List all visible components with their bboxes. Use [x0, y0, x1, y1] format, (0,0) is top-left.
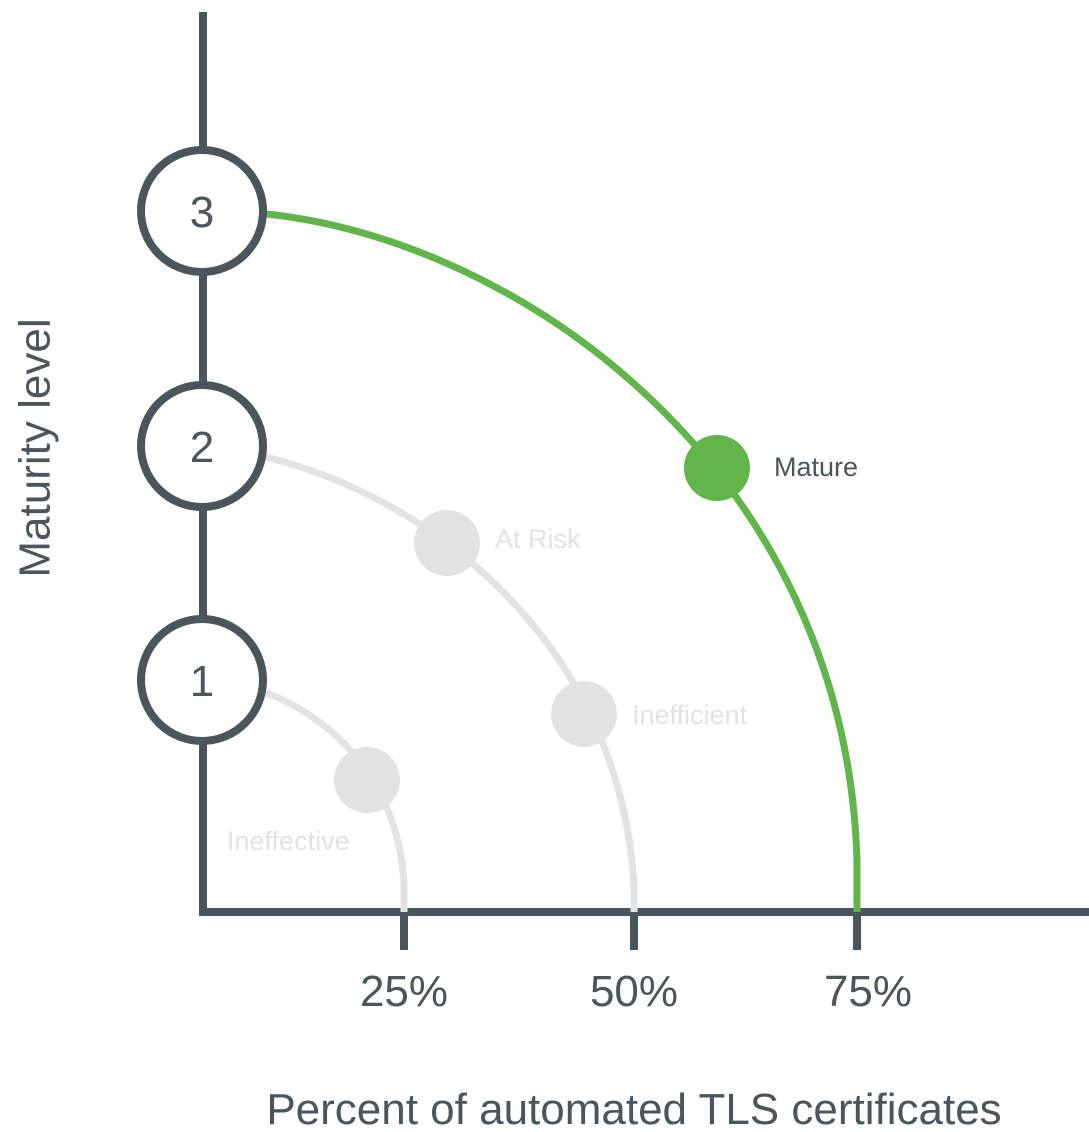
x-tick-label-50: 50%	[590, 967, 678, 1016]
x-tick-label-25: 25%	[360, 967, 448, 1016]
arc-level-2	[265, 453, 638, 912]
level-label-1: 1	[190, 657, 214, 706]
level-node-1	[137, 615, 267, 745]
level-label-2: 2	[190, 423, 214, 472]
level-label-3: 3	[190, 188, 214, 237]
arc-level-3	[265, 210, 861, 912]
stage-marker-mature	[684, 435, 750, 501]
stage-label-ineffective: Ineffective	[227, 826, 350, 856]
level-node-3	[137, 146, 267, 276]
stage-marker-ineffective	[334, 747, 400, 813]
stage-marker-at-risk	[414, 510, 480, 576]
stage-marker-inefficient	[551, 681, 617, 747]
stage-label-mature: Mature	[774, 452, 858, 482]
y-axis-title: Maturity level	[11, 318, 60, 577]
x-axis-title: Percent of automated TLS certificates	[266, 1085, 1001, 1132]
x-tick-label-75: 75%	[824, 967, 912, 1016]
stage-label-inefficient: Inefficient	[632, 700, 748, 730]
stage-label-at-risk: At Risk	[495, 524, 581, 554]
level-node-2	[137, 381, 267, 511]
